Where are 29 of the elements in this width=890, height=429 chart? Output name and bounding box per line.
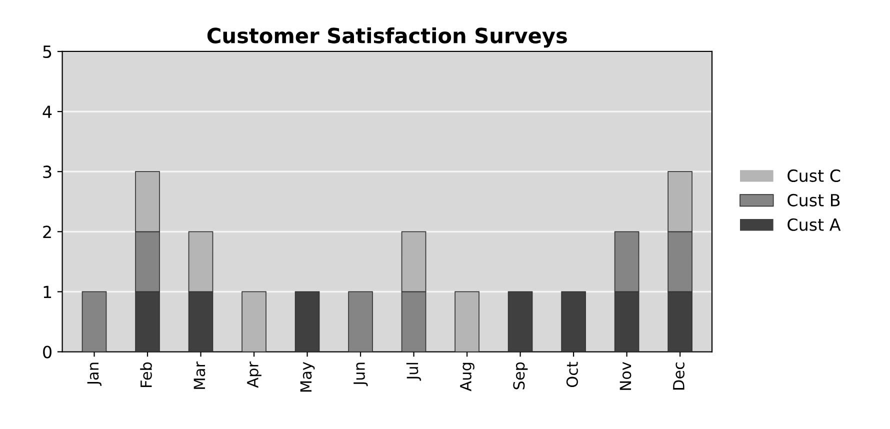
legend-label: Cust B [788, 194, 840, 206]
bar [294, 291, 320, 352]
bar [348, 291, 373, 352]
bar [242, 291, 266, 352]
x-tick-label: Feb [140, 362, 152, 388]
y-tick-label: 2 [43, 226, 51, 238]
x-tick-label: Oct [566, 362, 578, 388]
x-tick-label: Aug [460, 362, 474, 392]
chart-title: Customer Satisfaction Surveys [207, 27, 567, 48]
bar [82, 291, 107, 352]
y-tick-label: 0 [43, 346, 52, 358]
x-tick-label: Jan [87, 362, 102, 386]
y-tick-label: 3 [43, 166, 52, 178]
y-tick-label: 4 [42, 106, 52, 118]
bar [508, 291, 533, 352]
bar [454, 291, 480, 352]
y-tick-label: 5 [43, 46, 52, 58]
bar [561, 291, 586, 352]
x-tick-label: Jun [354, 362, 368, 386]
x-tick-label: Apr [247, 362, 262, 388]
x-tick-label: Mar [194, 362, 206, 389]
legend-label: Cust A [788, 218, 841, 231]
legend-label: Cust C [788, 169, 840, 182]
x-tick-label: Dec [673, 362, 684, 390]
x-tick-label: Jul [406, 362, 422, 381]
x-tick-label: Sep [513, 362, 528, 390]
y-tick-label: 1 [44, 286, 52, 298]
x-tick-label: May [300, 362, 315, 392]
x-tick-label: Nov [620, 362, 632, 390]
